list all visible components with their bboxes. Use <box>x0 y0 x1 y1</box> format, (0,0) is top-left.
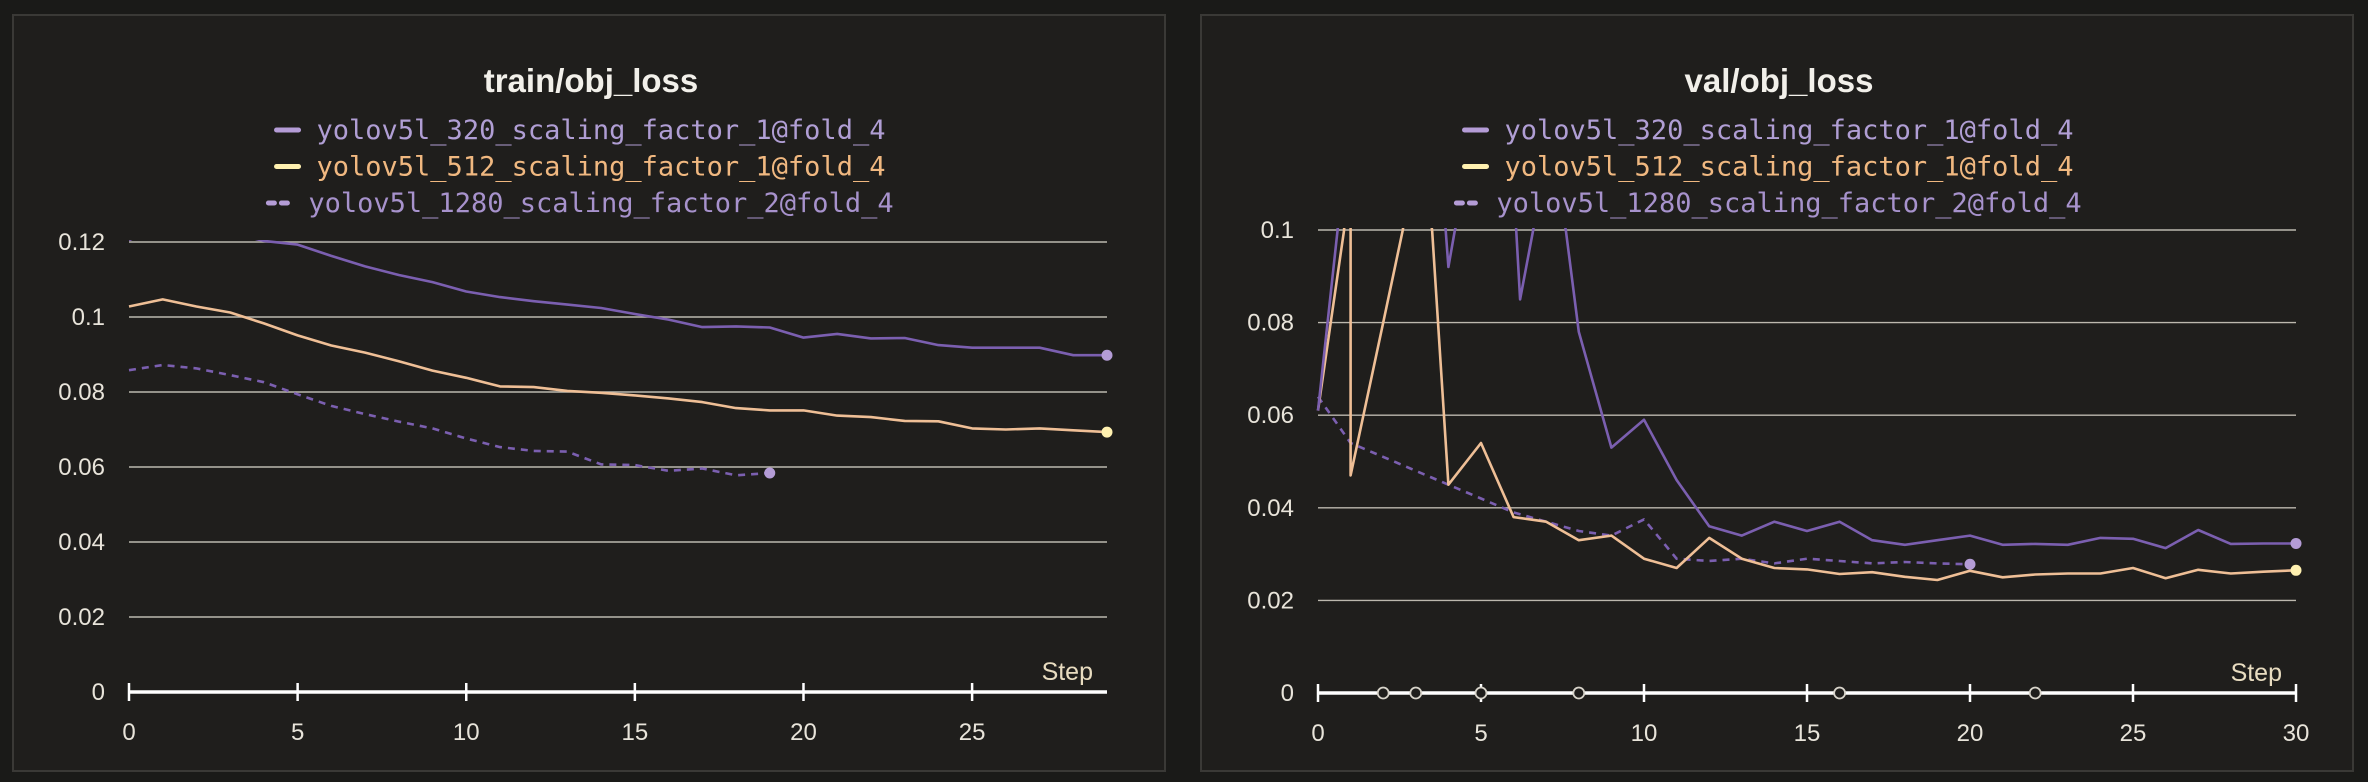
y-tick-label: 0 <box>1281 680 1294 707</box>
y-tick-label: 0.02 <box>1247 587 1294 614</box>
chart-panel-train-obj-loss: train/obj_loss yolov5l_320_scaling_factor… <box>12 14 1166 772</box>
legend-label: yolov5l_320_scaling_factor_1@fold_4 <box>317 115 886 146</box>
series-end-point[interactable] <box>2290 537 2302 549</box>
series-end-point[interactable] <box>764 467 776 479</box>
legend-entry[interactable]: yolov5l_320_scaling_factor_1@fold_4 <box>274 115 886 146</box>
legend-entry[interactable]: yolov5l_512_scaling_factor_1@fold_4 <box>274 152 886 183</box>
series-line[interactable] <box>1316 395 1971 566</box>
series-line[interactable] <box>128 363 770 477</box>
x-tick-label: 20 <box>790 719 817 746</box>
axis-marker[interactable] <box>1833 686 1846 700</box>
legend-entry[interactable]: yolov5l_320_scaling_factor_1@fold_4 <box>1462 115 2074 146</box>
chart-panel-val-obj-loss: val/obj_loss yolov5l_320_scaling_factor_1… <box>1200 14 2354 772</box>
chart-svg: val/obj_loss yolov5l_320_scaling_factor_1… <box>1247 16 2310 747</box>
legend-label: yolov5l_1280_scaling_factor_2@fold_4 <box>308 188 893 219</box>
x-tick-label: 0 <box>1311 720 1324 747</box>
axis-marker[interactable] <box>1474 686 1488 700</box>
x-tick-label: 20 <box>1957 720 1984 747</box>
y-tick-label: 0.1 <box>1261 217 1294 244</box>
series-line[interactable] <box>1316 16 2296 550</box>
axis-marker[interactable] <box>1409 686 1423 700</box>
x-tick-label: 5 <box>1474 720 1487 747</box>
chart-svg: train/obj_loss yolov5l_320_scaling_factor… <box>58 62 1113 746</box>
x-tick-label: 10 <box>1631 720 1658 747</box>
series-line[interactable] <box>1316 45 2297 582</box>
x-tick-label: 25 <box>959 719 986 746</box>
x-tick-label: 25 <box>2120 720 2147 747</box>
axis-marker[interactable] <box>1376 686 1390 700</box>
legend-entry[interactable]: yolov5l_1280_scaling_factor_2@fold_4 <box>1453 188 2082 219</box>
y-tick-label: 0.08 <box>1247 310 1294 337</box>
axis-marker[interactable] <box>1572 686 1586 700</box>
series-end-point[interactable] <box>1101 349 1113 361</box>
series-end-point[interactable] <box>1101 426 1113 438</box>
y-tick-label: 0.1 <box>72 304 105 331</box>
chart-title: train/obj_loss <box>484 62 699 99</box>
x-axis-label: Step <box>1042 658 1093 686</box>
series-line[interactable] <box>128 298 1108 434</box>
y-tick-label: 0.02 <box>58 604 105 631</box>
series-line[interactable] <box>128 225 1107 357</box>
y-tick-label: 0.04 <box>1247 495 1294 522</box>
legend-entry[interactable]: yolov5l_1280_scaling_factor_2@fold_4 <box>265 188 894 219</box>
legend-label: yolov5l_512_scaling_factor_1@fold_4 <box>317 152 886 183</box>
series-end-point[interactable] <box>1964 558 1976 570</box>
y-tick-label: 0 <box>92 679 105 706</box>
y-tick-label: 0.08 <box>58 379 105 406</box>
x-axis-label: Step <box>2231 659 2282 687</box>
legend-label: yolov5l_512_scaling_factor_1@fold_4 <box>1505 152 2074 183</box>
legend-label: yolov5l_1280_scaling_factor_2@fold_4 <box>1496 188 2081 219</box>
x-tick-label: 10 <box>453 719 480 746</box>
legend-entry[interactable]: yolov5l_512_scaling_factor_1@fold_4 <box>1462 152 2074 183</box>
x-tick-label: 0 <box>122 719 135 746</box>
x-tick-label: 15 <box>1794 720 1821 747</box>
series-end-point[interactable] <box>2290 564 2302 576</box>
chart-title: val/obj_loss <box>1685 62 1874 99</box>
axis-marker[interactable] <box>2028 686 2042 700</box>
x-tick-label: 5 <box>291 719 304 746</box>
x-tick-label: 30 <box>2283 720 2310 747</box>
y-tick-label: 0.06 <box>58 454 105 481</box>
legend-label: yolov5l_320_scaling_factor_1@fold_4 <box>1505 115 2074 146</box>
y-tick-label: 0.04 <box>58 529 105 556</box>
x-tick-label: 15 <box>622 719 649 746</box>
y-tick-label: 0.12 <box>58 229 105 256</box>
y-tick-label: 0.06 <box>1247 402 1294 429</box>
